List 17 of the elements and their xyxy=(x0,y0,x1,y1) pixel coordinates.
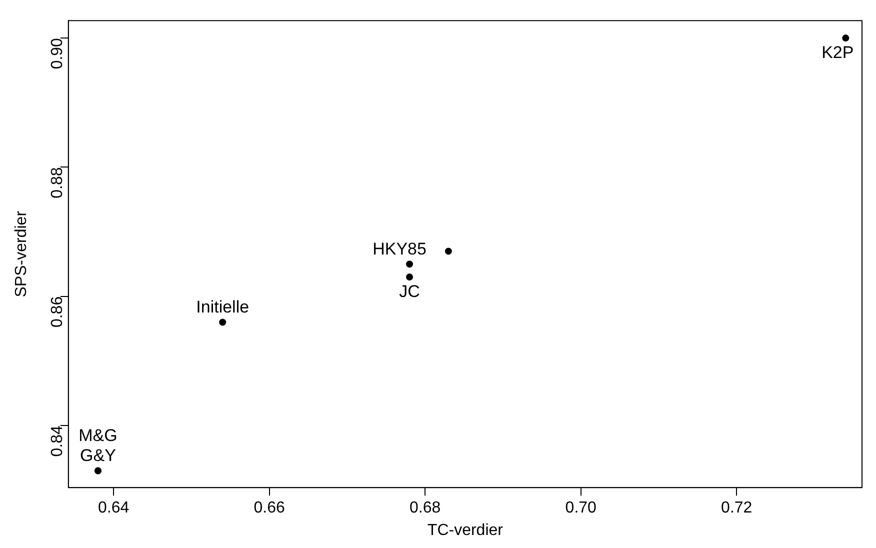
series-label: M&G xyxy=(78,426,118,445)
x-axis-title: TC-verdier xyxy=(427,522,504,539)
x-tick-label: 0.64 xyxy=(98,500,130,517)
series-label: K2P xyxy=(822,43,854,62)
y-tick-label: 0.88 xyxy=(48,167,66,198)
series-label: HKY85 xyxy=(372,239,426,258)
series-label: Initielle xyxy=(196,297,250,316)
series-label: JC xyxy=(399,282,420,302)
x-tick-label: 0.66 xyxy=(254,500,286,517)
y-tick-label: 0.90 xyxy=(48,38,66,70)
y-axis-title: SPS-verdier xyxy=(13,210,30,298)
x-tick-label: 0.70 xyxy=(565,500,597,517)
y-tick-label: 0.84 xyxy=(48,425,66,457)
y-tick-label: 0.86 xyxy=(48,296,66,328)
series-label: G&Y xyxy=(80,446,116,465)
x-tick-label: 0.72 xyxy=(721,500,752,517)
x-tick-label: 0.68 xyxy=(410,500,441,517)
